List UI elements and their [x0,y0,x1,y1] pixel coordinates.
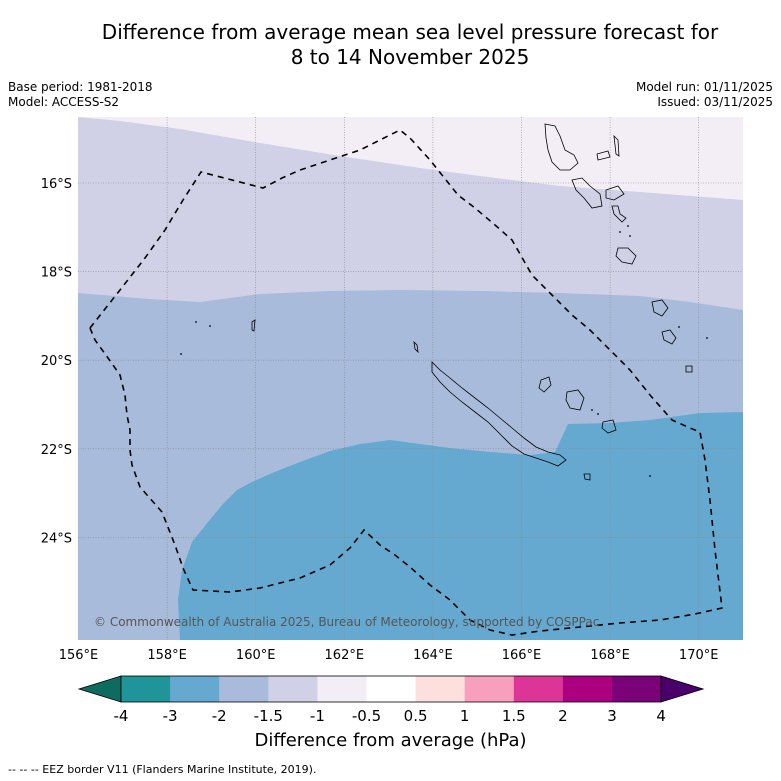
loyalty-island-3 [601,419,617,434]
colorbar-swatch [268,676,318,702]
isle-of-pines [583,473,591,481]
eez-border [89,129,723,636]
y-tick-label: 22°S [41,443,72,458]
colorbar-under-extension [77,675,122,703]
model-label: Model: ACCESS-S2 [8,95,120,109]
colorbar-tick-label: 3 [607,707,617,725]
colorbar-swatch [464,676,515,702]
colorbar-tick-label: -4 [114,707,129,725]
islet-dots [180,225,708,477]
x-tick-label: 156°E [59,648,99,663]
x-tick-label: 170°E [679,648,719,663]
vanuatu-maewo [613,134,620,157]
colorbar-tick-label: 1.5 [502,707,526,725]
pressure-anomaly-field [78,117,743,640]
chesterfield-1 [251,319,256,332]
x-tick-label: 162°E [325,648,365,663]
eez-legend-footer: -- -- -- EEZ border V11 (Flanders Marine… [8,763,317,776]
chart-title: Difference from average mean sea level p… [40,20,780,70]
colorbar [77,675,705,703]
colorbar-swatch [170,676,220,702]
colorbar-swatch [366,676,417,702]
meta-right: Model run: 01/11/2025 Issued: 03/11/2025 [636,80,773,110]
title-line-1: Difference from average mean sea level p… [101,20,719,44]
colorbar-swatch [219,676,269,702]
vanuatu-ambae [596,150,611,161]
coastlines [251,123,693,481]
x-tick-label: 164°E [413,648,453,663]
belep-islands [413,340,419,354]
loyalty-island-2 [565,389,585,411]
title-line-2: 8 to 14 November 2025 [290,45,530,69]
vanuatu-espiritu-santo [544,123,579,171]
issued-label: Issued: 03/11/2025 [657,95,773,109]
colorbar-tick-label: -1 [310,707,325,725]
colorbar-title: Difference from average (hPa) [254,730,527,751]
x-tick-label: 166°E [502,648,542,663]
colorbar-tick-label: 4 [656,707,666,725]
x-axis-ticks: 156°E 158°E 160°E 162°E 164°E 166°E 168°E 170°E [59,648,719,663]
copyright-text: © Commonwealth of Australia 2025, Bureau… [94,615,599,629]
base-period-label: Base period: 1981-2018 [8,80,153,94]
colorbar-swatch [415,676,466,702]
vanuatu-small-isles [611,205,627,223]
vanuatu-aneityum [685,365,693,373]
colorbar-swatch [513,676,564,702]
y-tick-label: 18°S [41,266,72,281]
colorbar-tick-label: -1.5 [254,707,283,725]
x-tick-label: 158°E [147,648,187,663]
vanuatu-pentecost [605,185,625,201]
band-minus-3 [178,412,743,640]
colorbar-tick-label: 1 [460,707,470,725]
y-tick-label: 16°S [41,177,72,192]
colorbar-swatch [121,676,171,702]
colorbar-swatch [612,676,662,702]
y-axis-ticks: 16°S 18°S 20°S 22°S 24°S [41,177,72,546]
colorbar-tick-label: -2 [212,707,227,725]
vanuatu-erromango [651,299,669,317]
new-caledonia-coastline [431,361,567,467]
model-run-label: Model run: 01/11/2025 [635,80,773,94]
colorbar-tick-label: 0.5 [404,707,428,725]
colorbar-tick-label: 2 [558,707,568,725]
colorbar-tick-label: -3 [163,707,178,725]
vanuatu-efate [615,247,637,265]
gridlines [78,117,743,640]
loyalty-island-1 [538,376,552,393]
meta-left: Base period: 1981-2018 Model: ACCESS-S2 [8,80,153,110]
y-tick-label: 24°S [41,531,72,546]
x-tick-label: 160°E [236,648,276,663]
colorbar-frame [120,675,662,703]
colorbar-over-extension [660,675,705,703]
vanuatu-tanna [661,329,677,345]
colorbar-tick-label: -0.5 [352,707,381,725]
y-tick-label: 20°S [41,354,72,369]
colorbar-labels: -4 -3 -2 -1.5 -1 -0.5 0.5 1 1.5 2 3 4 [114,707,666,725]
colorbar-swatch [562,676,613,702]
colorbar-swatch [317,676,367,702]
x-tick-label: 168°E [590,648,630,663]
vanuatu-malakula [571,177,603,209]
